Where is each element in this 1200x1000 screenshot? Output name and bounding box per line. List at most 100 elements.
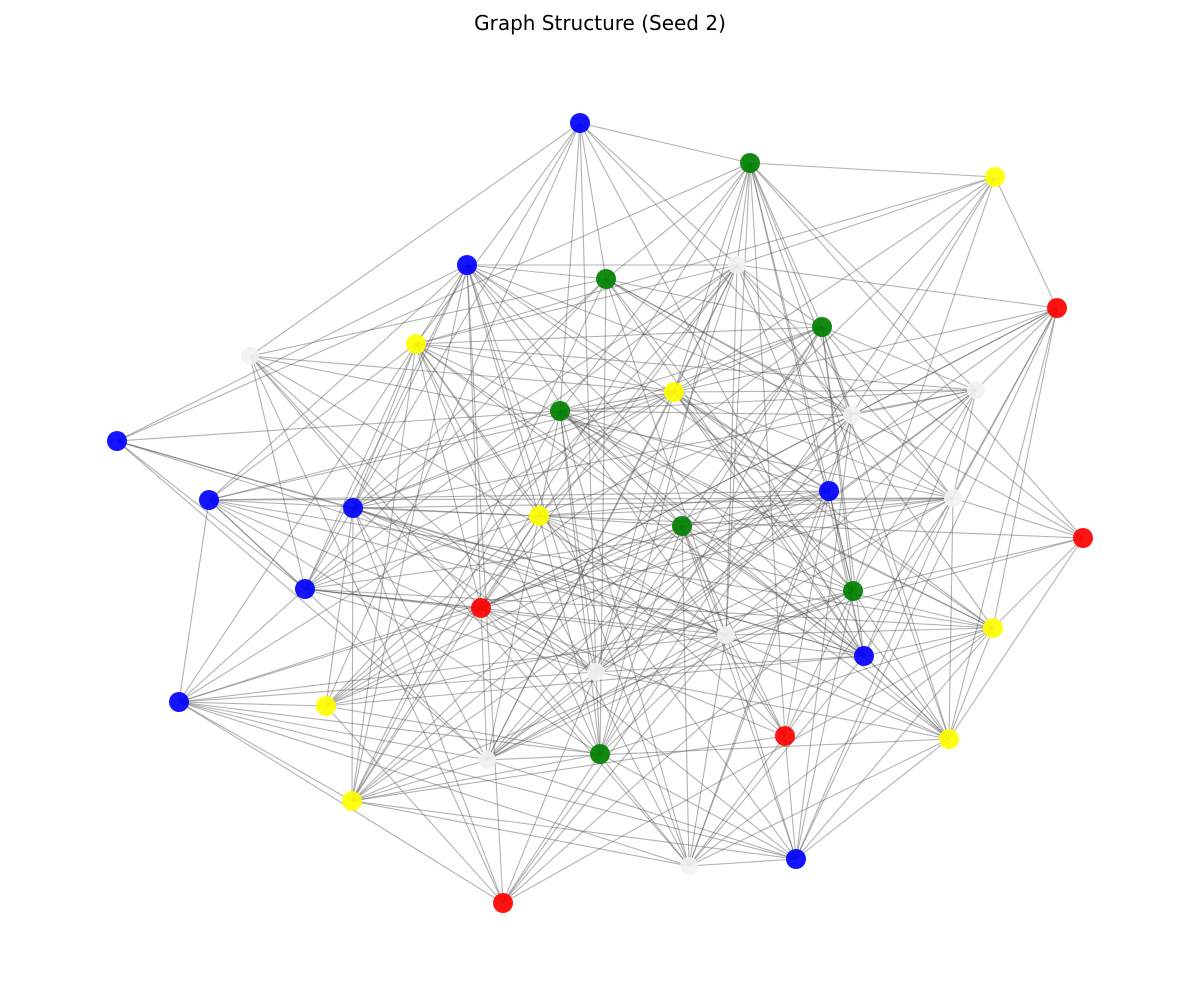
graph-edge	[351, 525, 683, 802]
graph-edge	[821, 326, 950, 740]
graph-edge	[351, 264, 468, 802]
graph-edge	[466, 264, 786, 737]
graph-edge	[502, 634, 727, 904]
graph-edge	[116, 440, 865, 657]
graph-edge	[673, 391, 830, 492]
graph-node-yellow	[529, 506, 549, 526]
graph-edge	[304, 391, 675, 590]
graph-edge	[595, 389, 977, 673]
graph-edge	[736, 264, 823, 328]
graph-edge	[725, 590, 854, 636]
graph-edge	[352, 389, 977, 509]
graph-edge	[178, 701, 601, 755]
graph-node-blue	[819, 481, 839, 501]
graph-edge	[595, 264, 738, 673]
graph-edge	[688, 634, 727, 867]
graph-edge	[579, 122, 865, 657]
graph-edge	[795, 414, 853, 860]
graph-edge	[595, 671, 950, 740]
graph-edge	[208, 499, 488, 761]
graph-edge	[325, 326, 823, 707]
graph-edge	[673, 162, 751, 393]
graph-edge	[178, 490, 830, 703]
graph-edge	[480, 497, 954, 609]
graph-edge	[559, 410, 690, 867]
graph-edge	[480, 607, 488, 761]
graph-edge	[749, 162, 786, 737]
graph-edge	[208, 410, 561, 501]
graph-edge	[249, 355, 597, 673]
graph-edge	[415, 343, 675, 393]
graph-edge	[579, 122, 751, 164]
graph-edge	[725, 264, 738, 636]
graph-edge	[178, 701, 797, 860]
graph-edge	[304, 588, 994, 629]
graph-edge	[480, 525, 683, 609]
graph-edge	[486, 264, 738, 761]
graph-edge	[863, 307, 1058, 657]
graph-edge	[480, 414, 853, 609]
graph-edge	[352, 264, 468, 509]
graph-edge	[325, 607, 482, 707]
graph-edge	[351, 800, 797, 860]
graph-node-blue	[169, 692, 189, 712]
graph-edge	[725, 634, 950, 740]
graph-edge	[486, 590, 854, 761]
graph-edge	[688, 738, 950, 867]
graph-edge	[784, 490, 830, 737]
graph-edge	[595, 391, 675, 673]
graph-edge	[116, 162, 751, 442]
graph-edge	[480, 515, 540, 609]
graph-edge	[352, 507, 488, 761]
graph-node-green	[590, 744, 610, 764]
graph-edge	[178, 391, 675, 703]
graph-edge	[784, 497, 954, 737]
graph-edge	[725, 634, 786, 737]
graph-edge	[749, 162, 853, 416]
graph-edge	[116, 440, 306, 590]
graph-node-blue	[199, 490, 219, 510]
graph-edge	[352, 122, 581, 509]
graph-edge	[599, 634, 727, 755]
graph-edge	[673, 391, 950, 740]
graph-edge	[466, 264, 690, 867]
graph-edge	[795, 497, 954, 860]
graph-edge	[178, 701, 504, 904]
graph-edge	[736, 162, 751, 266]
graph-edge	[952, 389, 977, 499]
graph-edge	[795, 738, 950, 860]
graph-node-blue	[343, 498, 363, 518]
graph-edge	[208, 499, 601, 755]
graph-node-white	[241, 347, 259, 365]
graph-edge	[559, 410, 683, 527]
graph-edge	[559, 122, 581, 412]
graph-edge	[304, 343, 417, 590]
graph-edge	[352, 343, 417, 509]
graph-node-yellow	[985, 167, 1005, 187]
graph-edge	[821, 326, 854, 592]
graph-edge	[688, 735, 786, 867]
graph-edge	[821, 326, 977, 391]
graph-edge	[673, 391, 994, 629]
graph-edge	[559, 389, 977, 412]
graph-edge	[415, 343, 994, 629]
graph-edge	[352, 278, 607, 509]
graph-edge	[559, 326, 823, 412]
graph-edge	[178, 701, 353, 802]
graph-edge	[559, 410, 994, 629]
graph-node-white	[944, 489, 962, 507]
graph-edge	[178, 499, 210, 703]
graph-edge	[304, 497, 954, 590]
graph-edge	[595, 414, 853, 673]
graph-edge	[351, 176, 996, 802]
graph-edge	[579, 122, 738, 266]
graph-edge	[681, 490, 830, 527]
graph-edge	[304, 507, 354, 590]
graph-node-white	[843, 406, 861, 424]
graph-edge	[466, 264, 504, 904]
graph-edge	[579, 122, 607, 280]
graph-edge	[466, 264, 830, 492]
graph-edge	[351, 759, 488, 802]
graph-edge	[688, 627, 994, 867]
graph-edge	[673, 264, 738, 393]
